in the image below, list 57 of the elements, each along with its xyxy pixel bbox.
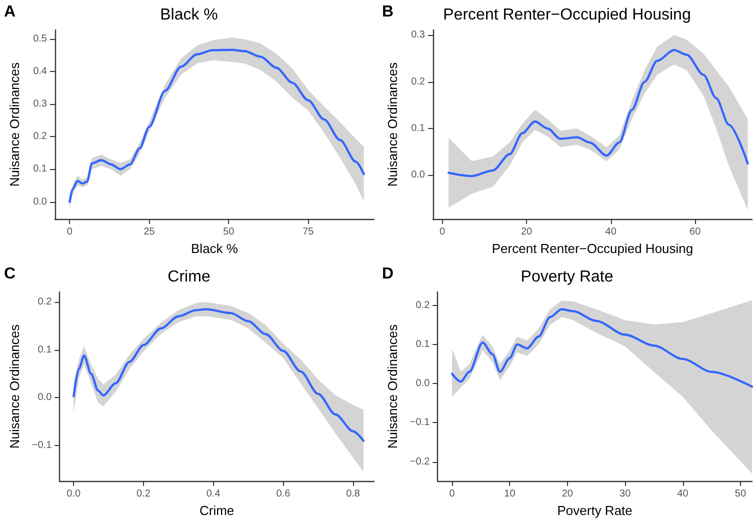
y-tick-label: 0.3: [411, 30, 426, 41]
x-tick-label: 0: [439, 226, 446, 238]
y-tick-label: 0.3: [33, 98, 48, 110]
y-tick-label: 0.2: [38, 296, 52, 308]
y-tick-label: 0.0: [416, 378, 430, 389]
x-tick-label: 75: [302, 226, 314, 238]
y-tick-label: −0.2: [410, 456, 430, 467]
x-tick-label: 40: [605, 226, 617, 238]
y-tick-label: 0.4: [33, 66, 48, 78]
line-series: [447, 48, 749, 178]
x-tick-label: 0.2: [136, 488, 151, 499]
text: B: [382, 4, 394, 20]
y-tick-label: −0.1: [32, 440, 52, 451]
y-tick-label: 0.2: [33, 131, 48, 142]
text: D: [382, 265, 394, 282]
x-tick-label: 20: [562, 488, 574, 499]
chart-title: Black %: [160, 6, 218, 24]
text: C: [4, 265, 16, 282]
y-tick-label: 0.2: [416, 299, 430, 310]
x-axis-title: Crime: [199, 502, 234, 518]
y-tick-label: −0.1: [410, 416, 430, 428]
x-tick-label: 0: [66, 226, 73, 238]
x-tick-label: 50: [223, 226, 235, 238]
chart-title: Percent Renter−Occupied Housing: [443, 6, 691, 24]
x-tick-label: 0: [449, 488, 456, 499]
y-axis-title: Nuisance Ordinances: [385, 323, 400, 448]
y-tick-label: 0.2: [411, 76, 426, 88]
y-tick-label: 0.1: [416, 338, 430, 350]
y-tick-label: 0.1: [38, 344, 52, 355]
x-tick-label: 0.4: [206, 488, 221, 499]
x-axis-title: Black %: [191, 240, 238, 256]
x-axis-title: Percent Renter−Occupied Housing: [492, 240, 694, 256]
x-tick-label: 40: [677, 488, 689, 499]
text: A: [4, 4, 16, 20]
x-tick-label: 25: [144, 226, 156, 238]
y-tick-label: 0.0: [411, 170, 426, 181]
chart-title: Crime: [168, 268, 210, 285]
x-tick-label: 20: [520, 226, 533, 238]
line-series: [72, 308, 365, 442]
y-tick-label: 0.1: [33, 164, 48, 175]
y-axis-title: Nuisance Ordinances: [385, 62, 400, 187]
y-axis-title: Nuisance Ordinances: [7, 62, 22, 187]
y-tick-label: 0.1: [411, 122, 426, 134]
y-axis-title: Nuisance Ordinances: [7, 323, 22, 448]
x-tick-label: 0.8: [346, 488, 360, 499]
x-tick-label: 60: [690, 226, 702, 238]
x-axis-title: Poverty Rate: [557, 502, 632, 518]
y-tick-label: 0.5: [33, 34, 48, 45]
y-tick-label: 0.0: [33, 196, 48, 208]
x-tick-label: 0.0: [66, 488, 81, 499]
x-tick-label: 10: [504, 488, 516, 499]
x-tick-label: 50: [734, 488, 746, 499]
x-tick-label: 0.6: [276, 488, 291, 499]
x-tick-label: 30: [620, 488, 632, 499]
line-series: [450, 308, 754, 388]
chart-title: Poverty Rate: [520, 268, 614, 285]
y-tick-label: 0.0: [38, 392, 52, 403]
